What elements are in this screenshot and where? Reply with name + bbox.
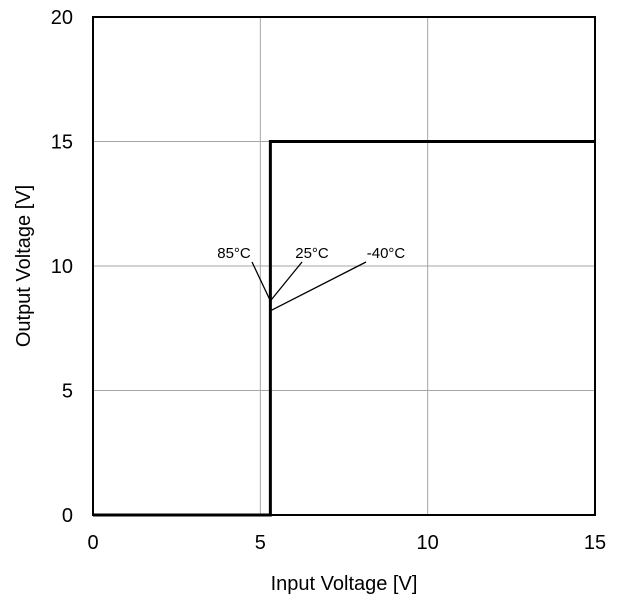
series-layer — [93, 140, 595, 517]
y-tick-label: 15 — [51, 132, 73, 154]
annotation-leader — [270, 261, 367, 312]
grid — [92, 16, 596, 516]
plot-frame — [92, 16, 596, 516]
tick-labels: 0 5 10 15 0 5 10 15 20 — [51, 7, 606, 554]
x-axis-label: Input Voltage [V] — [271, 573, 418, 595]
annotation-label: 25°C — [295, 245, 329, 262]
x-tick-label: 10 — [417, 532, 439, 554]
annotation-label: -40°C — [367, 245, 406, 262]
series-line — [93, 140, 595, 517]
y-tick-label: 0 — [62, 505, 73, 527]
x-tick-label: 5 — [255, 532, 266, 554]
annotation-leader — [251, 261, 271, 302]
x-tick-label: 0 — [87, 532, 98, 554]
y-tick-label: 10 — [51, 256, 73, 278]
annotation-label: 85°C — [217, 245, 251, 262]
annotations: 85°C 25°C -40°C — [217, 245, 406, 312]
annotation-leader — [269, 261, 303, 302]
y-tick-label: 5 — [62, 381, 73, 403]
y-tick-label: 20 — [51, 7, 73, 29]
x-tick-label: 15 — [584, 532, 606, 554]
y-axis-label: Output Voltage [V] — [13, 185, 35, 347]
